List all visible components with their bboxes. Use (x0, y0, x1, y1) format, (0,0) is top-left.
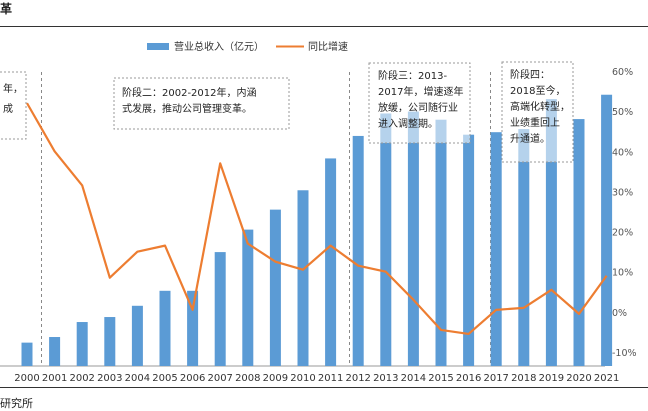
x-tick-label: 2011 (318, 373, 343, 384)
x-tick-label: 2019 (539, 373, 564, 384)
x-tick-label: 2014 (401, 373, 426, 384)
revenue-bar (380, 113, 392, 366)
revenue-bar (545, 99, 557, 366)
top-rule (0, 26, 648, 27)
legend-swatch-revenue (147, 43, 169, 50)
source-note: 研究所 (0, 397, 33, 410)
revenue-bar (297, 190, 309, 366)
x-tick-label: 2000 (14, 373, 39, 384)
x-tick-label: 2005 (152, 373, 177, 384)
revenue-bar (159, 290, 171, 366)
annotation-box-stage2 (113, 77, 290, 130)
right-tick-label: 40% (612, 147, 633, 158)
x-tick-label: 2006 (180, 373, 205, 384)
annotation-text-stage3: 放缓，公司随行业 (378, 101, 458, 114)
x-tick-label: 2017 (483, 373, 508, 384)
annotation-text-stage4: 阶段四： (510, 68, 550, 81)
annotation-text-stage4: 业绩重回上 (510, 116, 560, 129)
right-tick-label: 10% (612, 268, 633, 279)
right-tick-label: 30% (612, 187, 633, 198)
x-tick-label: 2004 (125, 373, 150, 384)
annotation-text-stage3: 2017年，增速逐年 (378, 85, 463, 98)
revenue-bar (214, 252, 226, 366)
revenue-bar (573, 119, 585, 367)
x-tick-label: 2012 (345, 373, 370, 384)
growth-rate-line (26, 102, 608, 336)
revenue-bar (21, 342, 33, 366)
x-tick-label: 2016 (456, 373, 481, 384)
revenue-bar (104, 317, 116, 366)
x-tick-label: 2008 (235, 373, 260, 384)
x-tick-label: 2021 (594, 373, 619, 384)
right-tick-label: 20% (612, 228, 633, 239)
annotation-box-stage1 (0, 71, 27, 140)
revenue-bar (601, 94, 613, 367)
annotation-text-stage1: 成 (3, 103, 13, 115)
x-tick-label: 2002 (69, 373, 94, 384)
revenue-bar (131, 305, 143, 366)
x-tick-label: 2007 (207, 373, 232, 384)
x-tick-label: 2010 (290, 373, 315, 384)
revenue-bar (325, 158, 337, 366)
annotation-text-stage3: 进入调整期。 (378, 117, 438, 130)
annotation-text-stage4: 2018至今， (510, 84, 565, 97)
legend-label-growth: 同比增速 (308, 40, 348, 53)
annotation-text-stage4: 高端化转型， (510, 100, 570, 113)
bottom-rule (0, 387, 648, 388)
annotation-text-stage4: 升通道。 (510, 132, 550, 145)
revenue-bar (187, 290, 199, 366)
annotation-text-stage2: 阶段二：2002-2012年，内涵 (122, 86, 257, 99)
revenue-bar (269, 209, 281, 366)
revenue-bar (490, 132, 502, 366)
x-tick-label: 2003 (97, 373, 122, 384)
annotation-text-stage1: 年， (3, 82, 23, 95)
annotation-box-stage4 (501, 61, 574, 163)
x-tick-label: 2015 (428, 373, 453, 384)
revenue-bar (352, 135, 364, 366)
legend-label-revenue: 营业总收入（亿元） (174, 40, 264, 53)
revenue-bar (242, 229, 254, 366)
annotation-text-stage2: 式发展，推动公司管理变革。 (122, 102, 252, 115)
annotation-text-stage3: 阶段三：2013- (378, 69, 447, 82)
annotation-box-stage3 (368, 62, 471, 144)
revenue-bar (435, 119, 447, 366)
x-tick-label: 2020 (566, 373, 591, 384)
revenue-bar (49, 337, 61, 366)
page-title: 革 (0, 2, 13, 16)
right-tick-label: 50% (612, 107, 633, 118)
x-tick-label: 2009 (263, 373, 288, 384)
x-tick-label: 2001 (42, 373, 67, 384)
right-tick-label: 0% (612, 308, 627, 319)
revenue-bar (407, 111, 419, 366)
revenue-bar (463, 134, 475, 366)
x-tick-label: 2018 (511, 373, 536, 384)
right-tick-label: -10% (612, 348, 637, 359)
right-tick-label: 60% (612, 67, 633, 78)
x-tick-label: 2013 (373, 373, 398, 384)
revenue-bar (76, 322, 88, 366)
revenue-bar (518, 129, 530, 366)
